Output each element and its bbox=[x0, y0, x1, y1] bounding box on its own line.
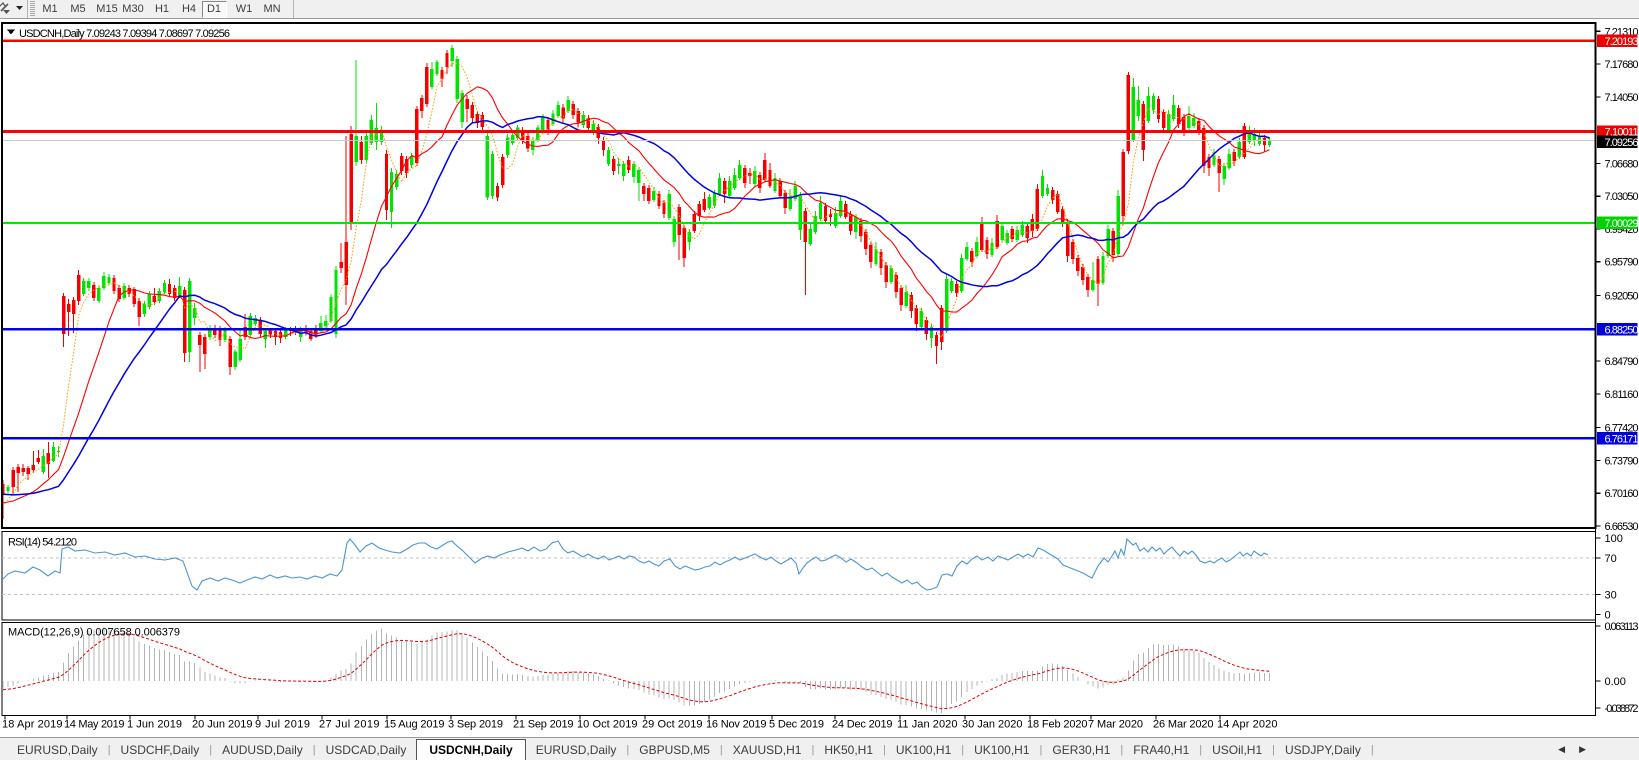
svg-text:7.06680: 7.06680 bbox=[1605, 158, 1639, 170]
svg-text:6.66530: 6.66530 bbox=[1605, 521, 1639, 533]
svg-text:6.76171: 6.76171 bbox=[1605, 434, 1639, 446]
svg-text:6.88250: 6.88250 bbox=[1605, 325, 1639, 337]
svg-text:100: 100 bbox=[1605, 533, 1623, 545]
svg-text:5 Dec 2019: 5 Dec 2019 bbox=[769, 719, 824, 731]
svg-text:26 Mar 2020: 26 Mar 2020 bbox=[1153, 719, 1214, 731]
svg-text:7.17680: 7.17680 bbox=[1605, 59, 1639, 71]
svg-text:RSI(14) 54.2120: RSI(14) 54.2120 bbox=[8, 537, 77, 549]
svg-text:14 May 2019: 14 May 2019 bbox=[64, 719, 125, 731]
svg-text:30 Jan 2020: 30 Jan 2020 bbox=[962, 719, 1023, 731]
svg-text:6.77420: 6.77420 bbox=[1605, 423, 1639, 435]
svg-text:14 Apr 2020: 14 Apr 2020 bbox=[1217, 719, 1278, 731]
svg-text:7 Mar 2020: 7 Mar 2020 bbox=[1088, 719, 1143, 731]
svg-text:7.09256: 7.09256 bbox=[1605, 137, 1639, 149]
svg-text:7.03050: 7.03050 bbox=[1605, 191, 1639, 203]
svg-text:6.95790: 6.95790 bbox=[1605, 257, 1639, 269]
svg-text:6.92050: 6.92050 bbox=[1605, 291, 1639, 303]
svg-text:9 Jul 2019: 9 Jul 2019 bbox=[255, 719, 310, 731]
svg-text:11 Jan 2020: 11 Jan 2020 bbox=[897, 719, 958, 731]
svg-text:0.063113: 0.063113 bbox=[1605, 621, 1639, 633]
svg-text:29 Oct 2019: 29 Oct 2019 bbox=[642, 719, 703, 731]
svg-text:21 Sep 2019: 21 Sep 2019 bbox=[513, 719, 574, 731]
svg-text:10 Oct 2019: 10 Oct 2019 bbox=[577, 719, 638, 731]
svg-text:7.20193: 7.20193 bbox=[1605, 36, 1639, 48]
svg-text:70: 70 bbox=[1605, 553, 1617, 565]
svg-text:24 Dec 2019: 24 Dec 2019 bbox=[832, 719, 893, 731]
svg-text:7.00029: 7.00029 bbox=[1605, 218, 1639, 230]
svg-text:18 Apr 2019: 18 Apr 2019 bbox=[2, 719, 63, 731]
svg-text:27 Jul 2019: 27 Jul 2019 bbox=[319, 719, 380, 731]
svg-text:MACD(12,26,9) 0.007658 0.00637: MACD(12,26,9) 0.007658 0.006379 bbox=[8, 627, 180, 639]
svg-text:6.84790: 6.84790 bbox=[1605, 356, 1639, 368]
svg-text:3 Sep 2019: 3 Sep 2019 bbox=[448, 719, 503, 731]
svg-text:30: 30 bbox=[1605, 590, 1617, 602]
svg-text:-0.038872: -0.038872 bbox=[1605, 703, 1639, 715]
svg-text:7.14050: 7.14050 bbox=[1605, 92, 1639, 104]
svg-text:6.81160: 6.81160 bbox=[1605, 389, 1639, 401]
svg-text:0.00: 0.00 bbox=[1605, 676, 1626, 688]
svg-text:USDCNH,Daily 7.09243 7.09394: USDCNH,Daily 7.09243 7.09394 7.08697 7.0… bbox=[19, 28, 230, 40]
svg-text:6.73790: 6.73790 bbox=[1605, 455, 1639, 467]
svg-text:1 Jun 2019: 1 Jun 2019 bbox=[127, 719, 182, 731]
svg-text:18 Feb 2020: 18 Feb 2020 bbox=[1027, 719, 1088, 731]
svg-text:15 Aug 2019: 15 Aug 2019 bbox=[384, 719, 445, 731]
svg-text:16 Nov 2019: 16 Nov 2019 bbox=[706, 719, 767, 731]
svg-text:6.70160: 6.70160 bbox=[1605, 488, 1639, 500]
svg-text:0: 0 bbox=[1605, 610, 1611, 622]
svg-text:20 Jun 2019: 20 Jun 2019 bbox=[192, 719, 253, 731]
